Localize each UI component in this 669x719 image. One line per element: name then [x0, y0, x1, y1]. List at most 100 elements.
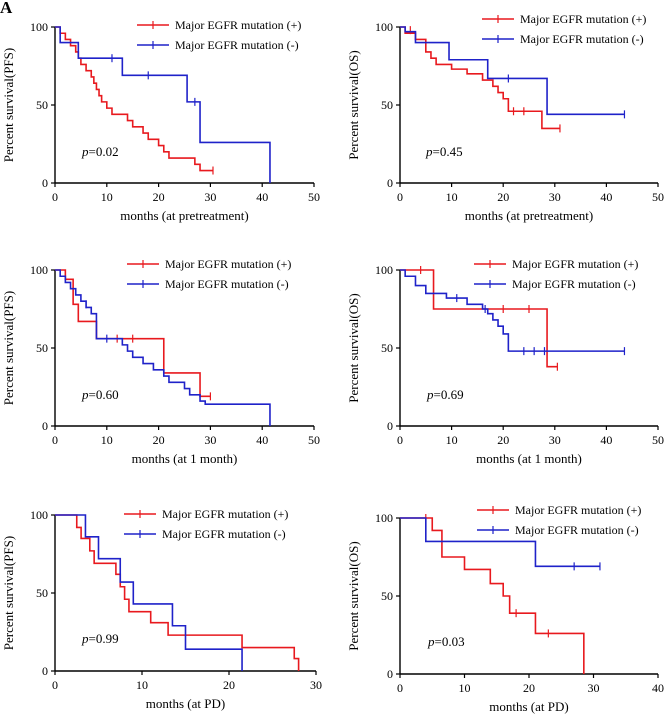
p-value-number: =0.03 [435, 634, 465, 649]
survival-curve-blue [400, 517, 600, 568]
p-value: p=0.45 [425, 144, 463, 159]
legend-label-blue: Major EGFR mutation (-) [515, 523, 639, 537]
y-tick-label: 100 [375, 20, 393, 34]
p-value-symbol: p [81, 387, 89, 402]
y-tick-label: 50 [381, 589, 393, 603]
p-value-symbol: p [426, 387, 434, 402]
p-value: p=0.99 [81, 631, 119, 646]
legend-label-red: Major EGFR mutation (+) [512, 257, 638, 271]
x-tick-label: 40 [652, 681, 664, 695]
x-tick-label: 30 [310, 678, 322, 692]
y-tick-label: 100 [30, 263, 48, 277]
x-tick-label: 30 [588, 681, 600, 695]
y-tick-label: 50 [36, 341, 48, 355]
legend-label-blue: Major EGFR mutation (-) [175, 38, 299, 52]
x-tick-label: 20 [153, 433, 165, 447]
x-tick-label: 30 [549, 190, 561, 204]
survival-curve-red [55, 26, 213, 172]
x-tick-label: 20 [223, 678, 235, 692]
y-axis-title: Percent survival(PFS) [1, 536, 16, 650]
y-axis-title: Percent survival(OS) [346, 293, 361, 402]
x-tick-label: 10 [459, 681, 471, 695]
km-panel-2: 0 10 20 30 40 50 0 50 100 months (at pretreatment… [346, 12, 664, 223]
p-value-symbol: p [425, 144, 433, 159]
y-tick-label: 0 [387, 667, 393, 681]
x-tick-label: 10 [101, 433, 113, 447]
survival-curve-red [55, 514, 300, 671]
p-value-symbol: p [81, 144, 89, 159]
km-panel-3: 0 10 20 30 40 50 0 50 100 months (at 1 month) Perc… [1, 257, 320, 466]
x-tick-label: 10 [446, 433, 458, 447]
p-value-number: =0.60 [89, 387, 119, 402]
x-tick-label: 20 [523, 681, 535, 695]
survival-curve-blue [400, 26, 625, 116]
x-axis-title: months (at 1 month) [132, 451, 238, 466]
legend-label-blue: Major EGFR mutation (-) [162, 527, 286, 541]
p-value: p=0.69 [426, 387, 464, 402]
y-tick-label: 50 [36, 586, 48, 600]
legend-label-blue: Major EGFR mutation (-) [165, 277, 289, 291]
y-tick-label: 0 [42, 664, 48, 678]
km-panel-4: 0 10 20 30 40 50 0 50 100 months (at 1 month) Perc… [346, 257, 664, 466]
y-axis-title: Percent survival(OS) [346, 541, 361, 650]
x-tick-label: 20 [153, 190, 165, 204]
x-tick-label: 40 [256, 433, 268, 447]
x-tick-label: 50 [308, 433, 320, 447]
y-tick-label: 0 [387, 176, 393, 190]
x-tick-label: 40 [600, 190, 612, 204]
survival-curve-red [400, 269, 558, 368]
km-panel-1: 0 10 20 30 40 50 0 50 100 months (at pretreatment… [1, 18, 320, 223]
p-value: p=0.03 [427, 634, 465, 649]
survival-curve-blue [55, 269, 271, 426]
survival-curve-red [400, 26, 560, 130]
x-tick-label: 30 [204, 433, 216, 447]
x-axis-title: months (at PD) [146, 696, 225, 711]
y-tick-label: 100 [375, 511, 393, 525]
y-axis-title: Percent survival(OS) [346, 50, 361, 159]
y-tick-label: 100 [30, 508, 48, 522]
survival-curve-blue [55, 26, 271, 183]
x-tick-label: 50 [652, 433, 664, 447]
y-tick-label: 0 [42, 419, 48, 433]
x-tick-label: 50 [308, 190, 320, 204]
x-tick-label: 40 [256, 190, 268, 204]
x-tick-label: 10 [446, 190, 458, 204]
x-tick-label: 0 [52, 190, 58, 204]
p-value: p=0.02 [81, 144, 119, 159]
p-value-number: =0.45 [433, 144, 463, 159]
x-axis-title: months (at pretreatment) [465, 208, 594, 223]
x-tick-label: 0 [397, 433, 403, 447]
x-axis-title: months (at pretreatment) [120, 208, 249, 223]
x-tick-label: 0 [397, 681, 403, 695]
legend-label-red: Major EGFR mutation (+) [175, 18, 301, 32]
x-tick-label: 0 [52, 433, 58, 447]
legend-label-red: Major EGFR mutation (+) [515, 503, 641, 517]
y-tick-label: 50 [381, 341, 393, 355]
survival-curve-red [55, 269, 211, 398]
p-value-number: =0.69 [434, 387, 464, 402]
x-axis-title: months (at 1 month) [476, 451, 582, 466]
x-tick-label: 20 [497, 190, 509, 204]
p-value: p=0.60 [81, 387, 119, 402]
legend-label-blue: Major EGFR mutation (-) [512, 277, 636, 291]
x-tick-label: 10 [136, 678, 148, 692]
y-tick-label: 0 [387, 419, 393, 433]
y-tick-label: 0 [42, 176, 48, 190]
y-tick-label: 100 [375, 263, 393, 277]
km-panel-5: 0 10 20 30 0 50 100 months (at PD) Percent survi… [1, 507, 322, 711]
y-tick-label: 100 [30, 20, 48, 34]
x-tick-label: 50 [652, 190, 664, 204]
legend-label-red: Major EGFR mutation (+) [162, 507, 288, 521]
p-value-symbol: p [427, 634, 435, 649]
p-value-number: =0.99 [89, 631, 119, 646]
x-axis-title: months (at PD) [489, 699, 568, 714]
y-tick-label: 50 [381, 98, 393, 112]
x-tick-label: 40 [600, 433, 612, 447]
y-tick-label: 50 [36, 98, 48, 112]
survival-curve-red [400, 517, 585, 674]
y-axis-title: Percent survival(PFS) [1, 48, 16, 162]
p-value-number: =0.02 [89, 144, 119, 159]
legend-label-blue: Major EGFR mutation (-) [520, 32, 644, 46]
y-axis-title: Percent survival(PFS) [1, 291, 16, 405]
